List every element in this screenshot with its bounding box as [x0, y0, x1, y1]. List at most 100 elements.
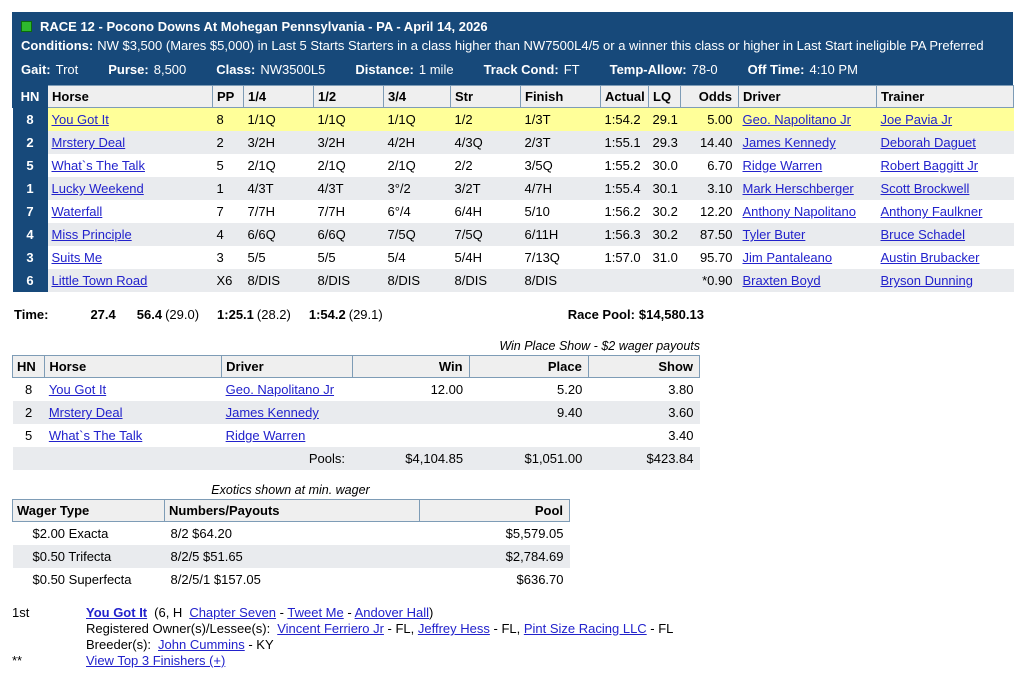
driver-link[interactable]: Ridge Warren — [742, 158, 823, 173]
stretch-call: 8/DIS — [450, 269, 521, 292]
horse-link[interactable]: You Got It — [48, 382, 107, 397]
threequarter-call: 4/2H — [383, 131, 451, 154]
odds: 5.00 — [680, 107, 739, 131]
horse-link[interactable]: Mrstery Deal — [48, 405, 123, 420]
driver-link[interactable]: James Kennedy — [742, 135, 836, 150]
driver-link[interactable]: James Kennedy — [225, 405, 319, 420]
pedigree-link[interactable]: Andover Hall — [354, 605, 430, 620]
driver-link[interactable]: Jim Pantaleano — [742, 250, 833, 265]
place-payout: 9.40 — [469, 401, 589, 424]
horse-link[interactable]: Little Town Road — [51, 273, 148, 288]
half-call: 3/2H — [313, 131, 384, 154]
horse-number: 7 — [12, 200, 48, 223]
horse-number: 5 — [12, 154, 48, 177]
quarter-call: 1/1Q — [243, 107, 314, 131]
owner-item: Vincent Ferriero Jr - FL, — [277, 621, 418, 636]
post-position: X6 — [212, 269, 244, 292]
view-top3-link[interactable]: View Top 3 Finishers (+) — [86, 653, 226, 668]
owner-links: Vincent Ferriero Jr - FL, Jeffrey Hess -… — [277, 621, 673, 636]
payout-row: 2 Mrstery Deal James Kennedy 9.40 3.60 — [12, 401, 700, 424]
finish-call: 6/11H — [520, 223, 601, 246]
pools-label: Pools: — [221, 447, 353, 470]
threequarter-call: 3°/2 — [383, 177, 451, 200]
quarter-call: 6/6Q — [243, 223, 314, 246]
numbers-payouts: 8/2 $64.20 — [170, 526, 232, 541]
race-conditions: Conditions: NW $3,500 (Mares $5,000) in L… — [21, 38, 996, 53]
exotics-header-row: Wager Type Numbers/Payouts Pool — [12, 499, 570, 522]
driver-link[interactable]: Tyler Buter — [742, 227, 806, 242]
horse-link[interactable]: What`s The Talk — [51, 158, 145, 173]
half-call: 8/DIS — [313, 269, 384, 292]
driver-link[interactable]: Mark Herschberger — [742, 181, 854, 196]
col-header-driver: Driver — [221, 355, 354, 378]
post-position: 1 — [212, 177, 244, 200]
driver-link[interactable]: Braxten Boyd — [742, 273, 821, 288]
horse-link[interactable]: Miss Principle — [51, 227, 132, 242]
owner-link[interactable]: Jeffrey Hess — [417, 621, 490, 636]
driver-link[interactable]: Ridge Warren — [225, 428, 306, 443]
time-split: 27.4 — [90, 307, 116, 322]
post-position: 7 — [216, 204, 224, 219]
half-call: 6/6Q — [313, 223, 384, 246]
pedigree-link[interactable]: Chapter Seven — [189, 605, 277, 620]
horse-link[interactable]: Suits Me — [51, 250, 103, 265]
col-header-hn: HN — [11, 355, 46, 378]
horse-number: 6 — [12, 269, 48, 292]
col-header-horse: Horse — [47, 85, 213, 108]
driver-link[interactable]: Geo. Napolitano Jr — [742, 112, 851, 127]
win-payout — [352, 401, 470, 424]
exotic-row: $2.00 Exacta 8/2 $64.20 $5,579.05 — [13, 522, 570, 546]
finish-call: 8/DIS — [520, 269, 601, 292]
horse-number: 4 — [12, 223, 48, 246]
stretch-call: 6/4H — [454, 204, 482, 219]
trainer-link[interactable]: Scott Brockwell — [880, 181, 970, 196]
horse-number: 8 — [25, 382, 33, 397]
breeder-location: - KY — [244, 637, 274, 652]
exotic-row: $0.50 Superfecta 8/2/5/1 $157.05 $636.70 — [13, 568, 570, 591]
stretch-call: 5/4H — [454, 250, 482, 265]
trainer-link[interactable]: Bruce Schadel — [880, 227, 966, 242]
driver-link[interactable]: Geo. Napolitano Jr — [225, 382, 335, 397]
trainer-link[interactable]: Bryson Dunning — [880, 273, 974, 288]
horse-link[interactable]: Mrstery Deal — [51, 135, 126, 150]
actual-time: 1:57.0 — [604, 250, 641, 265]
horse-link[interactable]: Waterfall — [51, 204, 103, 219]
odds: *0.90 — [680, 269, 739, 292]
race-title: RACE 12 - Pocono Downs At Mohegan Pennsy… — [40, 19, 488, 34]
driver-link[interactable]: Anthony Napolitano — [742, 204, 856, 219]
trainer-link[interactable]: Deborah Daguet — [880, 135, 976, 150]
payout-row: 5 What`s The Talk Ridge Warren 3.40 — [13, 424, 700, 447]
finish-call: 2/3T — [520, 131, 601, 154]
owner-link[interactable]: Pint Size Racing LLC — [523, 621, 647, 636]
quarter-call: 7/7H — [247, 204, 275, 219]
exotic-row: $0.50 Trifecta 8/2/5 $51.65 $2,784.69 — [12, 545, 570, 568]
quarter-call: 4/3T — [243, 177, 314, 200]
trainer-link[interactable]: Joe Pavia Jr — [880, 112, 953, 127]
trainer-link[interactable]: Anthony Faulkner — [880, 204, 983, 219]
half-call: 7/7H — [317, 204, 345, 219]
last-quarter — [648, 269, 681, 292]
race-pool: Race Pool: $14,580.13 — [568, 307, 704, 322]
half-call: 4/3T — [313, 177, 384, 200]
col-header-hn: HN — [12, 85, 48, 108]
stretch-call: 1/2 — [450, 107, 521, 131]
race-header: RACE 12 - Pocono Downs At Mohegan Pennsy… — [12, 12, 1013, 85]
payouts-header-row: HN Horse Driver Win Place Show — [11, 355, 701, 378]
results-table: HN Horse PP 1/4 1/2 3/4 Str Finish Actua… — [12, 85, 1014, 292]
trainer-link[interactable]: Robert Baggitt Jr — [880, 158, 979, 173]
horse-link[interactable]: What`s The Talk — [48, 428, 143, 443]
owner-link[interactable]: Vincent Ferriero Jr — [277, 621, 384, 636]
results-header-row: HN Horse PP 1/4 1/2 3/4 Str Finish Actua… — [12, 85, 1014, 108]
pedigree-links: Chapter Seven - Tweet Me - Andover Hall) — [189, 605, 433, 620]
race-pool-label: Race Pool: — [567, 307, 635, 322]
stretch-call: 4/3Q — [450, 131, 521, 154]
place-pool: $1,051.00 — [469, 447, 589, 470]
breeder-link[interactable]: John Cummins — [158, 637, 245, 652]
winner-horse-link[interactable]: You Got It — [86, 605, 148, 620]
result-row: 3 Suits Me 3 5/5 5/5 5/4 5/4H 7/13Q 1:57… — [12, 246, 1014, 269]
horse-link[interactable]: Lucky Weekend — [51, 181, 144, 196]
trainer-link[interactable]: Austin Brubacker — [880, 250, 980, 265]
finish-call: 5/10 — [524, 204, 550, 219]
horse-link[interactable]: You Got It — [51, 112, 109, 127]
pedigree-link[interactable]: Tweet Me — [287, 605, 344, 620]
